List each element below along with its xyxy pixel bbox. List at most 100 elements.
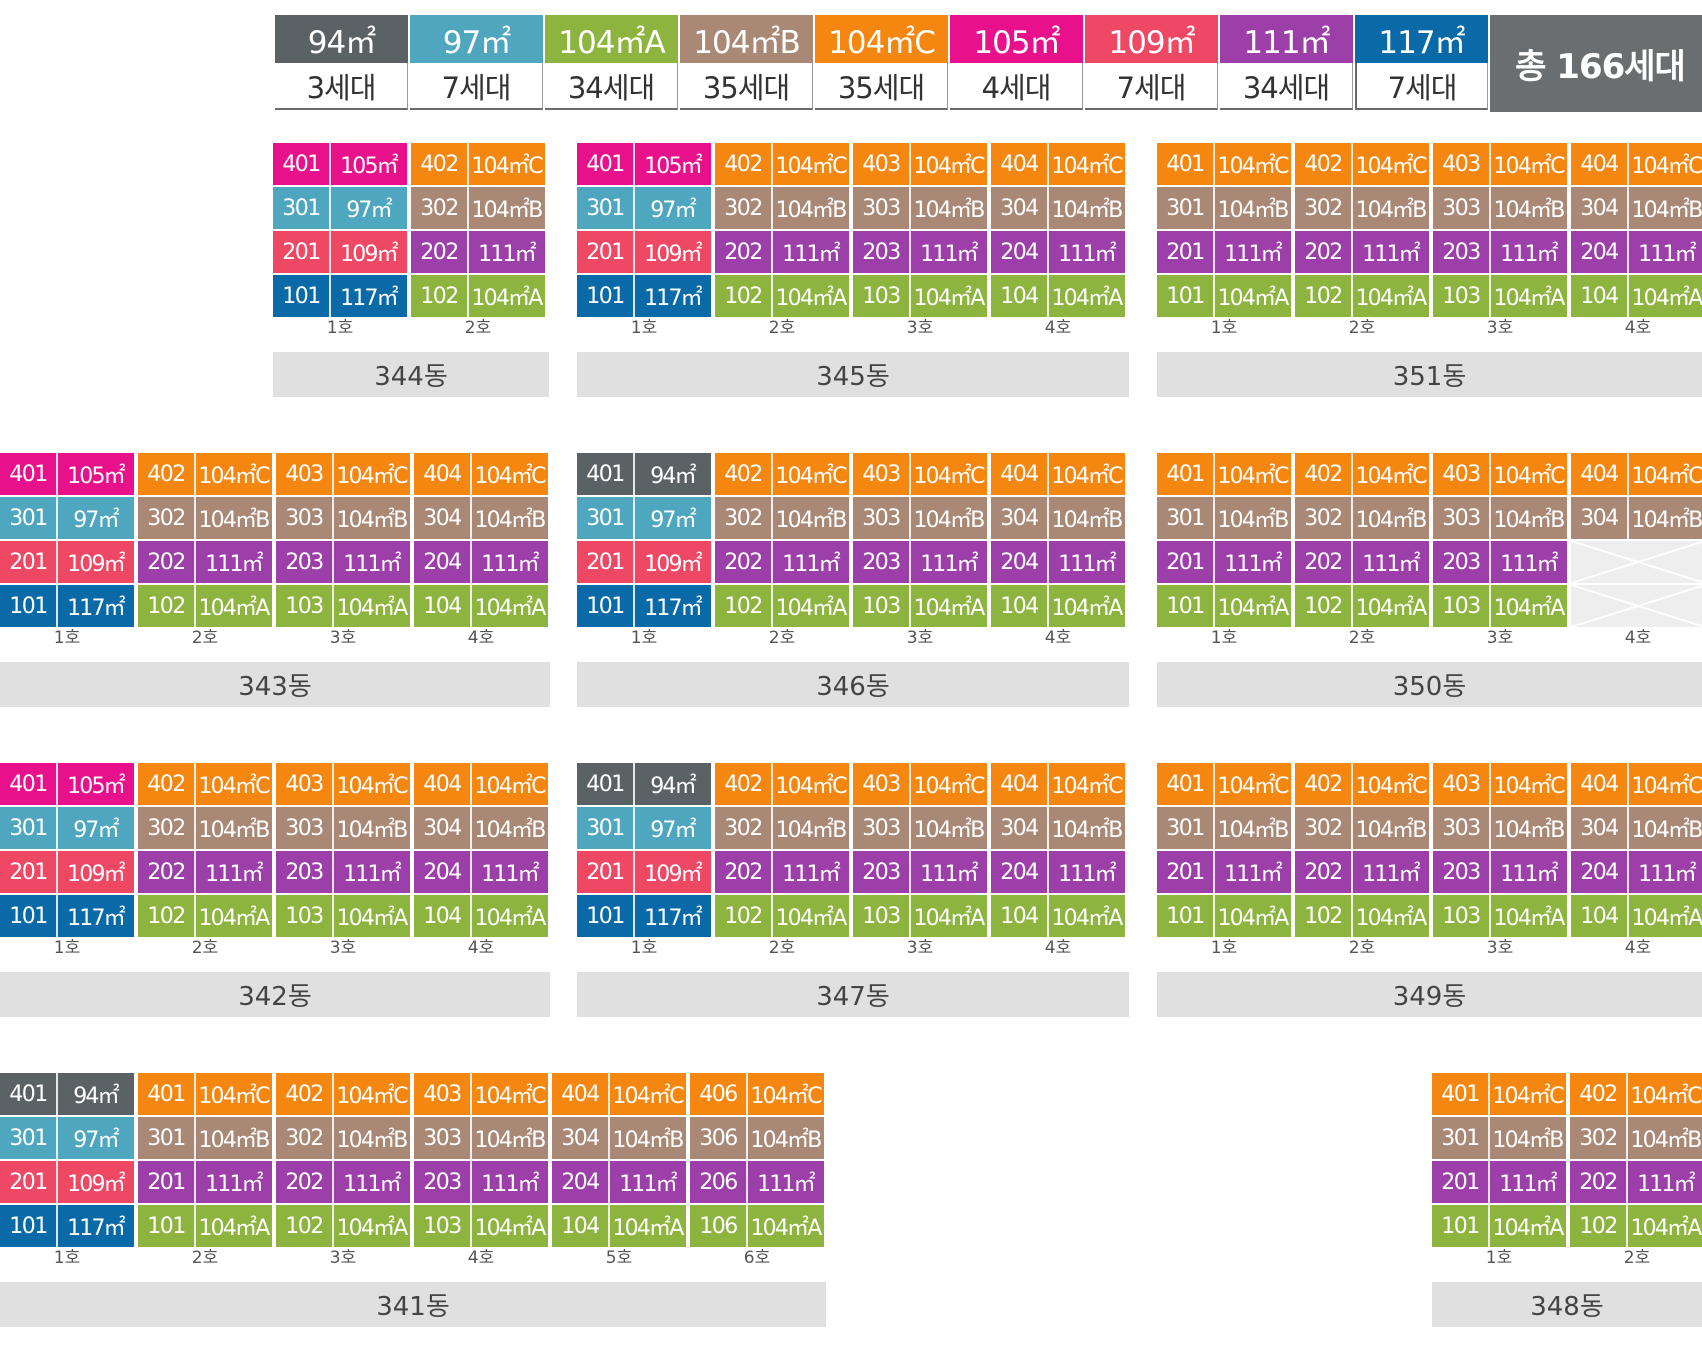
- apartment-unit: 403 104㎡C: [853, 143, 987, 185]
- unit-number: 203: [853, 851, 911, 893]
- building-name: 348동: [1432, 1282, 1702, 1327]
- unit-number: 402: [411, 143, 469, 185]
- unit-line-label: 2호: [768, 938, 796, 958]
- unit-line-label: 4호: [1044, 628, 1072, 648]
- unit-type: 109㎡: [67, 1172, 126, 1197]
- apartment-unit: 303 104㎡B: [1433, 807, 1567, 849]
- unit-number: 101: [0, 585, 58, 627]
- unit-number: 401: [273, 143, 331, 185]
- unit-type: 104㎡A: [474, 1216, 546, 1241]
- unit-number: 103: [1433, 275, 1491, 317]
- apartment-unit: 206 111㎡: [690, 1161, 824, 1203]
- apartment-unit: 203 111㎡: [1433, 541, 1567, 583]
- unit-type: 97㎡: [650, 198, 696, 223]
- unit-number: 103: [853, 895, 911, 937]
- apartment-unit: 404 104㎡C: [991, 143, 1125, 185]
- apartment-unit: 401 104㎡C: [1432, 1073, 1566, 1115]
- unit-number: 303: [853, 497, 911, 539]
- unit-line-label: 4호: [467, 628, 495, 648]
- unit-type: 109㎡: [644, 862, 703, 887]
- apartment-unit: 104 104㎡A: [991, 895, 1125, 937]
- unit-number: 303: [1433, 807, 1491, 849]
- apartment-unit: 403 104㎡C: [276, 453, 410, 495]
- apartment-unit: 302 104㎡B: [276, 1117, 410, 1159]
- unit-type: 104㎡B: [1493, 818, 1565, 843]
- unit-type: 104㎡B: [913, 198, 985, 223]
- empty-cross-icon: [1570, 584, 1702, 628]
- apartment-unit: 303 104㎡B: [1433, 497, 1567, 539]
- apartment-unit: 301 97㎡: [577, 187, 711, 229]
- unit-number: 403: [853, 763, 911, 805]
- unit-number: 103: [276, 895, 334, 937]
- apartment-unit: 202 111㎡: [715, 851, 849, 893]
- apartment-unit: 306 104㎡B: [690, 1117, 824, 1159]
- unit-type: 104㎡A: [913, 906, 985, 931]
- apartment-unit: 103 104㎡A: [1433, 585, 1567, 627]
- unit-type: 97㎡: [73, 508, 119, 533]
- unit-type: 94㎡: [650, 464, 696, 489]
- apartment-unit: 303 104㎡B: [853, 497, 987, 539]
- unit-number: 203: [1433, 231, 1491, 273]
- unit-number: 101: [1157, 275, 1215, 317]
- apartment-unit: 203 111㎡: [276, 851, 410, 893]
- unit-number: 301: [1157, 187, 1215, 229]
- unit-line-label: 2호: [191, 628, 219, 648]
- unit-type: 94㎡: [73, 1084, 119, 1109]
- apartment-unit: 101 117㎡: [577, 895, 711, 937]
- unit-line-label: 1호: [630, 318, 658, 338]
- apartment-unit: 204 111㎡: [1571, 231, 1702, 273]
- unit-type: 104㎡C: [471, 154, 543, 179]
- unit-number: 302: [1570, 1117, 1628, 1159]
- apartment-unit: 201 111㎡: [1157, 851, 1291, 893]
- unit-number: 401: [0, 453, 58, 495]
- unit-type: 104㎡A: [336, 906, 408, 931]
- unit-type: 111㎡: [343, 552, 402, 577]
- unit-type: 104㎡A: [198, 906, 270, 931]
- unit-number: 201: [0, 851, 58, 893]
- unit-type: 104㎡C: [612, 1084, 684, 1109]
- legend-type: 104㎡A: [545, 15, 678, 63]
- unit-type: 104㎡C: [1493, 774, 1565, 799]
- apartment-unit: 102 104㎡A: [1295, 895, 1429, 937]
- unit-type: 104㎡B: [612, 1128, 684, 1153]
- unit-number: 101: [1432, 1205, 1490, 1247]
- unit-number: 203: [1433, 851, 1491, 893]
- unit-type: 104㎡A: [1217, 596, 1289, 621]
- unit-number: 403: [1433, 763, 1491, 805]
- apartment-unit: 101 104㎡A: [1157, 585, 1291, 627]
- unit-number: 204: [1571, 851, 1629, 893]
- unit-type: 111㎡: [1058, 552, 1117, 577]
- unit-number: 103: [853, 585, 911, 627]
- legend-item: 111㎡ 34세대: [1220, 15, 1353, 110]
- unit-type: 109㎡: [340, 242, 399, 267]
- unit-number: 101: [577, 895, 635, 937]
- total-units: 총 166세대: [1490, 15, 1702, 112]
- unit-type: 117㎡: [67, 906, 126, 931]
- unit-type: 97㎡: [650, 508, 696, 533]
- unit-type: 111㎡: [1362, 552, 1421, 577]
- apartment-unit: 203 111㎡: [414, 1161, 548, 1203]
- legend-type: 104㎡C: [815, 15, 948, 63]
- unit-type: 104㎡A: [775, 596, 847, 621]
- apartment-unit: 201 109㎡: [0, 851, 134, 893]
- unit-number: 101: [1157, 585, 1215, 627]
- legend-count: 3세대: [275, 63, 408, 110]
- unit-number: 203: [414, 1161, 472, 1203]
- building-block: 401 105㎡ 301 97㎡ 201 109㎡ 101 117㎡ 1호 402 104㎡C 302…: [0, 763, 550, 1017]
- apartment-unit: 304 104㎡B: [414, 497, 548, 539]
- unit-type: 111㎡: [782, 552, 841, 577]
- unit-line-label: 1호: [53, 1248, 81, 1268]
- unit-type: 105㎡: [67, 464, 126, 489]
- unit-type: 97㎡: [73, 1128, 119, 1153]
- unit-number: 102: [1570, 1205, 1628, 1247]
- apartment-unit: 203 111㎡: [853, 231, 987, 273]
- building-name: 345동: [577, 352, 1129, 397]
- unit-type: 104㎡A: [1355, 286, 1427, 311]
- apartment-unit: 301 104㎡B: [1157, 807, 1291, 849]
- unit-number: 404: [552, 1073, 610, 1115]
- unit-type: 111㎡: [1224, 552, 1283, 577]
- unit-number: 301: [1432, 1117, 1490, 1159]
- unit-number: 204: [1571, 231, 1629, 273]
- unit-line-label: 4호: [1624, 628, 1652, 648]
- empty-cross-icon: [1570, 540, 1702, 584]
